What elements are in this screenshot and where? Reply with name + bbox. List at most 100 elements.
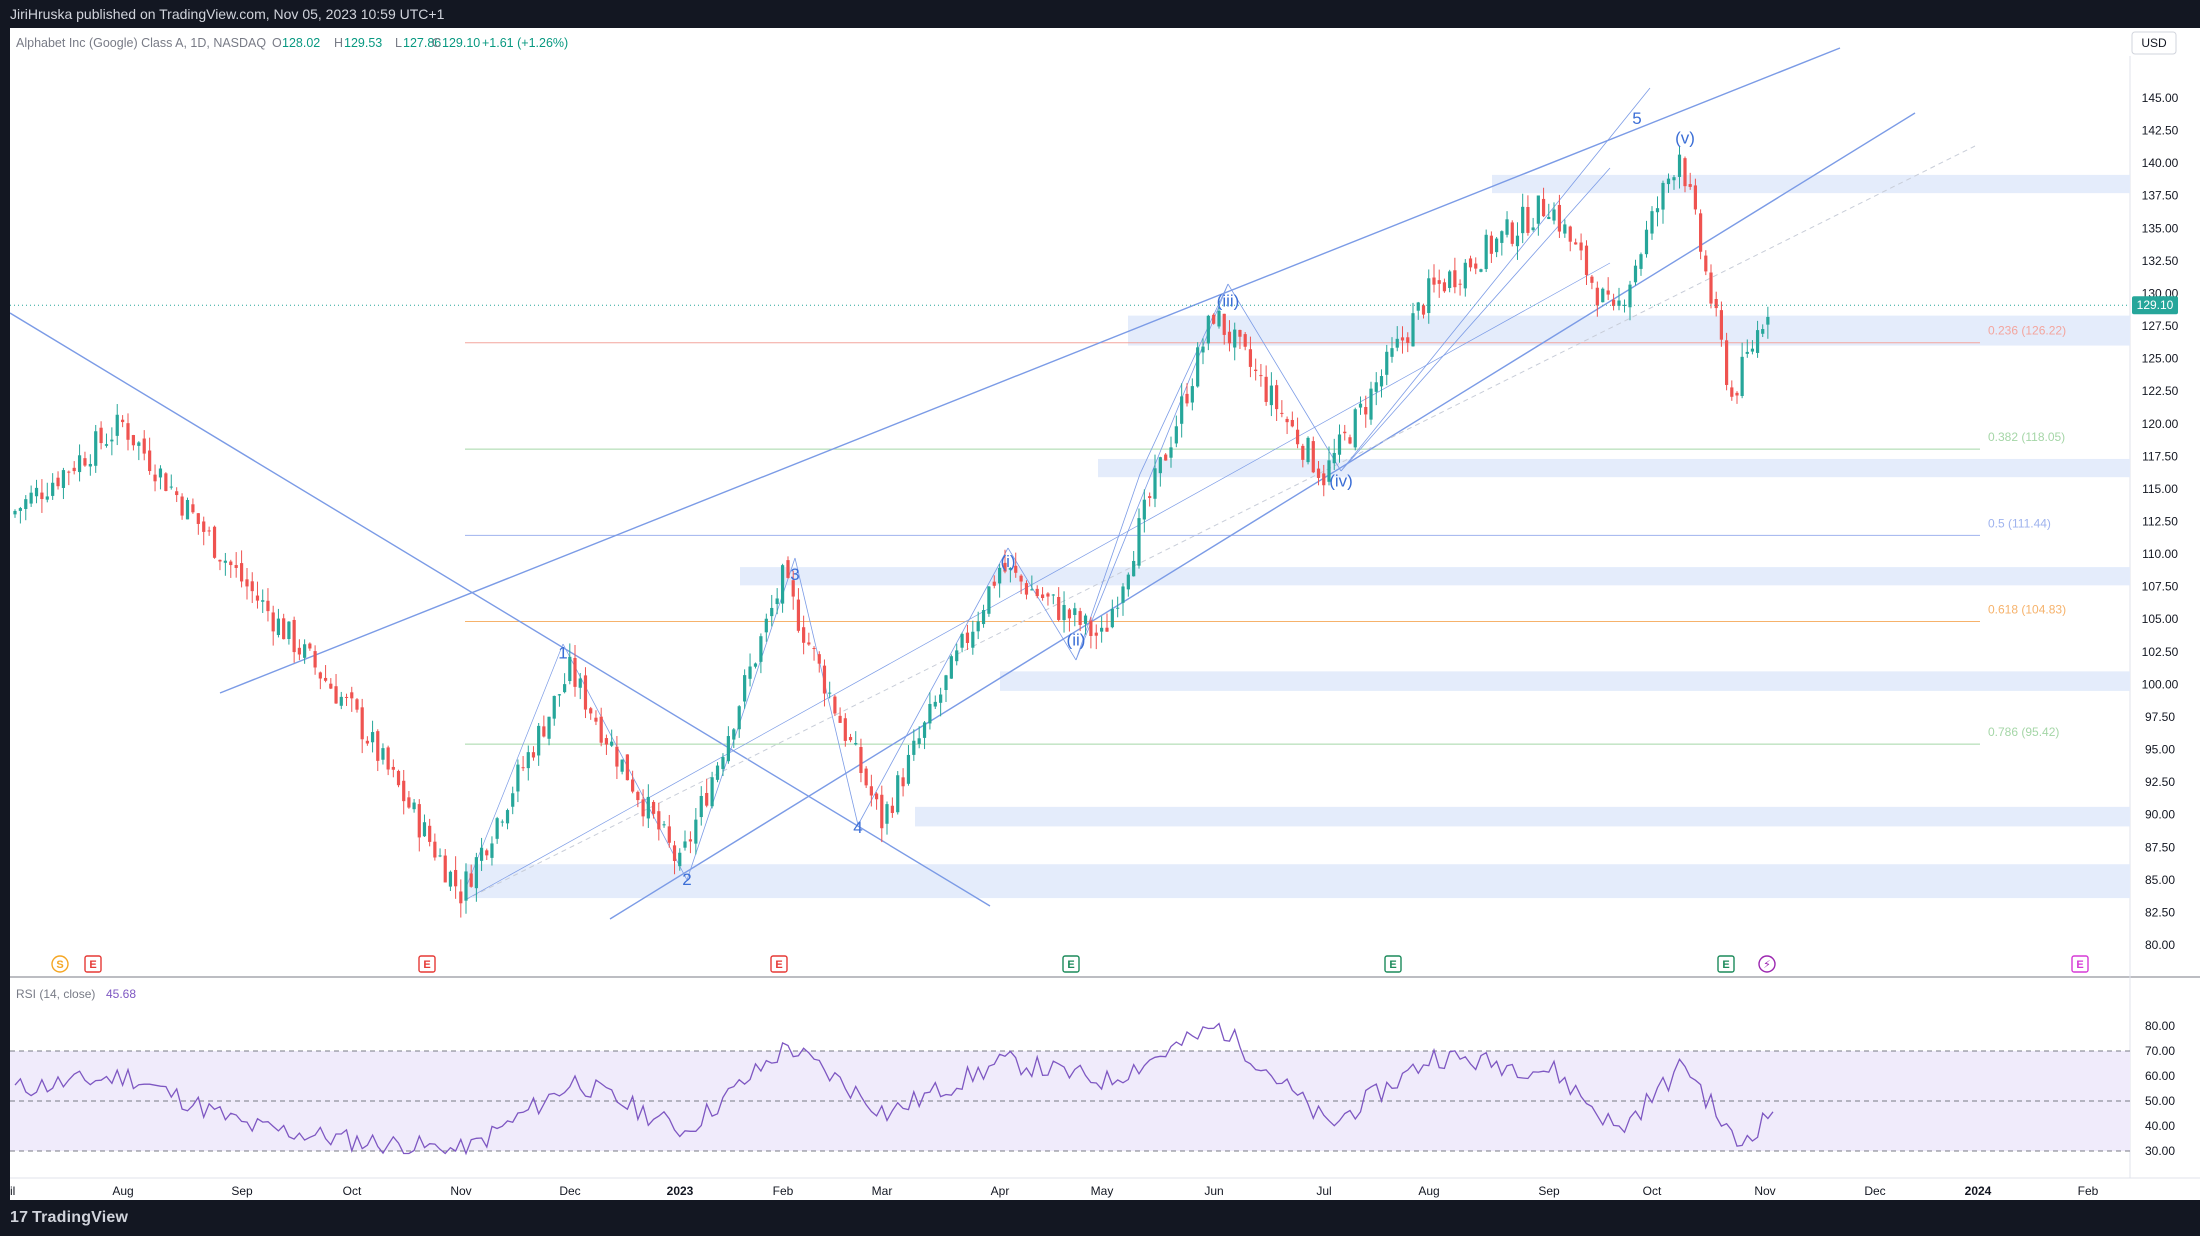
candle-body[interactable]	[1024, 583, 1029, 595]
candle-body[interactable]	[1400, 337, 1405, 341]
candle-body[interactable]	[1526, 207, 1530, 233]
candle-body[interactable]	[1666, 178, 1671, 185]
candle-body[interactable]	[1233, 329, 1237, 348]
candle-body[interactable]	[917, 738, 921, 745]
candle-body[interactable]	[1390, 348, 1394, 357]
candle-body[interactable]	[137, 442, 141, 446]
candle-body[interactable]	[1078, 611, 1082, 625]
candle-body[interactable]	[874, 793, 879, 800]
wave-label[interactable]: (i)	[1000, 552, 1015, 571]
candle-body[interactable]	[1677, 154, 1682, 177]
candle-body[interactable]	[1301, 445, 1305, 460]
candle-body[interactable]	[1364, 406, 1368, 415]
trendline[interactable]	[1139, 283, 1229, 475]
trendline[interactable]	[857, 547, 1009, 826]
candle-body[interactable]	[1353, 409, 1357, 448]
candle-body[interactable]	[715, 765, 720, 780]
candle-body[interactable]	[1148, 496, 1152, 499]
candle-body[interactable]	[636, 791, 640, 801]
candle-body[interactable]	[1290, 419, 1294, 427]
candle-body[interactable]	[848, 737, 853, 741]
candle-body[interactable]	[67, 471, 71, 473]
candle-body[interactable]	[822, 665, 827, 694]
candle-body[interactable]	[1510, 222, 1514, 244]
candle-body[interactable]	[1622, 304, 1627, 306]
candle-body[interactable]	[620, 759, 624, 772]
candle-body[interactable]	[631, 779, 635, 792]
candle-body[interactable]	[1761, 329, 1765, 334]
candle-body[interactable]	[955, 650, 959, 662]
candle-body[interactable]	[34, 487, 39, 497]
candle-body[interactable]	[495, 818, 499, 839]
candle-body[interactable]	[944, 675, 948, 691]
candle-body[interactable]	[1269, 385, 1273, 406]
candle-body[interactable]	[355, 699, 359, 710]
candle-body[interactable]	[992, 581, 996, 586]
candle-body[interactable]	[1322, 473, 1326, 486]
candle-body[interactable]	[313, 651, 317, 668]
candle-body[interactable]	[40, 492, 44, 500]
candle-body[interactable]	[610, 741, 614, 746]
candle-body[interactable]	[726, 736, 730, 762]
candle-body[interactable]	[737, 706, 741, 730]
candle-body[interactable]	[1661, 182, 1665, 210]
candle-body[interactable]	[1557, 204, 1562, 232]
candle-body[interactable]	[417, 804, 421, 838]
candle-body[interactable]	[1180, 396, 1184, 424]
candle-body[interactable]	[1468, 258, 1473, 268]
candle-body[interactable]	[1688, 184, 1692, 187]
support-resistance-zone[interactable]	[1128, 315, 2130, 346]
candle-body[interactable]	[1536, 195, 1540, 224]
candle-body[interactable]	[1137, 518, 1141, 566]
candle-body[interactable]	[158, 468, 163, 478]
candle-body[interactable]	[407, 797, 411, 808]
rsi-line[interactable]	[14, 1022, 1774, 1156]
candle-body[interactable]	[838, 715, 842, 723]
candle-body[interactable]	[589, 708, 593, 714]
candle-body[interactable]	[422, 822, 427, 837]
candle-body[interactable]	[1094, 632, 1098, 636]
candle-body[interactable]	[1479, 269, 1483, 272]
trendline[interactable]	[562, 643, 688, 881]
candle-body[interactable]	[732, 729, 736, 740]
candle-body[interactable]	[748, 666, 752, 679]
candle-body[interactable]	[464, 871, 468, 901]
event-marker[interactable]	[770, 955, 788, 973]
candle-body[interactable]	[928, 703, 932, 724]
candle-body[interactable]	[743, 675, 747, 702]
candle-body[interactable]	[115, 414, 119, 436]
candle-body[interactable]	[1552, 209, 1556, 221]
candle-body[interactable]	[1683, 158, 1687, 187]
candle-body[interactable]	[223, 560, 227, 563]
candle-body[interactable]	[802, 627, 806, 643]
candle-body[interactable]	[1196, 347, 1200, 387]
candle-body[interactable]	[1633, 265, 1638, 283]
candle-body[interactable]	[828, 692, 832, 694]
candle-body[interactable]	[1606, 290, 1610, 295]
candle-body[interactable]	[1280, 412, 1284, 414]
event-marker[interactable]	[418, 955, 436, 973]
candle-body[interactable]	[1105, 627, 1109, 632]
candle-body[interactable]	[1448, 271, 1452, 288]
candle-body[interactable]	[890, 805, 894, 813]
candle-body[interactable]	[329, 683, 333, 689]
candle-body[interactable]	[121, 419, 125, 423]
candle-body[interactable]	[1057, 597, 1061, 620]
candle-body[interactable]	[981, 610, 986, 625]
candle-body[interactable]	[104, 444, 109, 446]
candle-body[interactable]	[1254, 369, 1258, 372]
candle-body[interactable]	[448, 871, 453, 887]
candle-body[interactable]	[148, 450, 152, 472]
event-marker[interactable]	[2071, 955, 2089, 973]
candle-body[interactable]	[110, 439, 114, 442]
candle-body[interactable]	[1505, 219, 1509, 235]
candle-body[interactable]	[537, 725, 541, 756]
candle-body[interactable]	[521, 767, 525, 769]
candle-body[interactable]	[1719, 310, 1723, 340]
candle-body[interactable]	[1730, 387, 1734, 397]
candle-body[interactable]	[688, 839, 693, 842]
candle-body[interactable]	[175, 491, 179, 496]
candle-body[interactable]	[625, 754, 629, 781]
candle-body[interactable]	[212, 526, 217, 558]
candle-body[interactable]	[360, 707, 364, 740]
